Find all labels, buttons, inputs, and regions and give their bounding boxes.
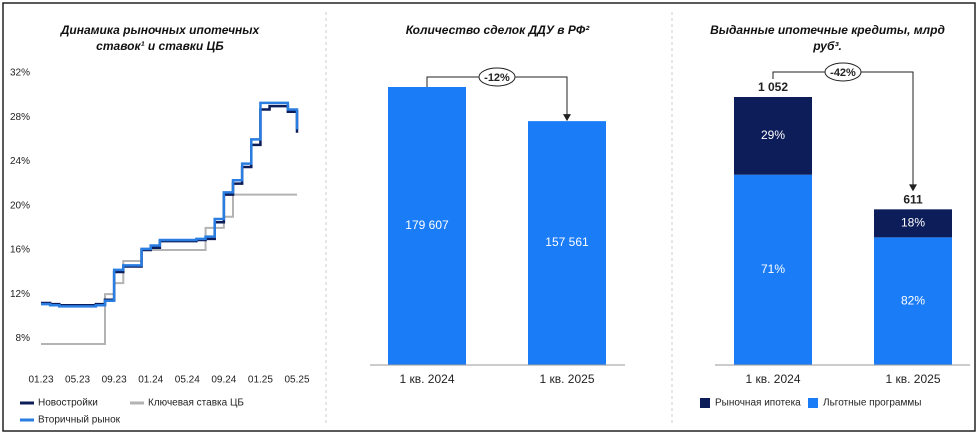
legend-swatch (700, 398, 710, 408)
x-tick-label: 1 кв. 2024 (746, 372, 801, 386)
annotation-bubble (824, 62, 862, 82)
x-tick-label: 01.25 (248, 375, 273, 386)
value-label: 157 561 (545, 235, 589, 249)
bar-segment (734, 97, 812, 175)
bar (528, 121, 606, 365)
x-tick-label: 1 кв. 2024 (400, 372, 455, 386)
y-tick-label: 28% (10, 112, 30, 123)
chart-title: Выданные ипотечные кредиты, млрд руб³. (710, 23, 945, 53)
x-tick-label: 1 кв. 2025 (540, 372, 595, 386)
chart-title: Динамика рыночных ипотечных ставок¹ и ст… (60, 23, 260, 53)
annotation: -12% (484, 72, 510, 84)
x-tick-label: 09.23 (102, 375, 127, 386)
x-tick-label: 01.24 (138, 375, 163, 386)
line (41, 101, 299, 308)
x-tick-label: 1 кв. 2025 (886, 372, 941, 386)
legend-swatch (808, 398, 818, 408)
x-tick-label: 05.25 (284, 375, 309, 386)
bar-segment (874, 237, 952, 365)
legend-label: Рыночная ипотека (715, 398, 801, 409)
total-label: 1 052 (758, 80, 788, 94)
y-tick-label: 32% (10, 68, 30, 79)
y-tick-label: 24% (10, 156, 30, 167)
x-tick-label: 05.24 (175, 375, 200, 386)
annotation: -42% (830, 67, 856, 79)
legend-label: Ключевая ставка ЦБ (148, 398, 244, 409)
y-tick-label: 12% (10, 289, 30, 300)
line (41, 193, 297, 345)
y-tick-label: 16% (10, 245, 30, 256)
chart-title: Количество сделок ДДУ в РФ² (405, 23, 590, 37)
y-tick-label: 8% (16, 333, 31, 344)
legend-label: Вторичный рынок (38, 415, 121, 426)
x-tick-label: 01.23 (28, 375, 53, 386)
value-label: 18% (901, 216, 925, 230)
x-tick-label: 09.24 (211, 375, 236, 386)
y-tick-label: 20% (10, 200, 30, 211)
bar-segment (874, 209, 952, 238)
value-label: 71% (761, 262, 785, 276)
total-label: 611 (903, 193, 923, 207)
x-tick-label: 05.23 (65, 375, 90, 386)
arrow-head (563, 114, 571, 122)
value-label: 179 607 (405, 218, 449, 232)
annotation-bubble (478, 67, 516, 87)
value-label: 29% (761, 128, 785, 142)
legend-label: Новостройки (38, 398, 98, 409)
value-label: 82% (901, 293, 925, 307)
arrow-head (909, 184, 917, 192)
legend-label: Льготные программы (823, 398, 921, 409)
bar-segment (734, 174, 812, 365)
bar (388, 87, 466, 365)
